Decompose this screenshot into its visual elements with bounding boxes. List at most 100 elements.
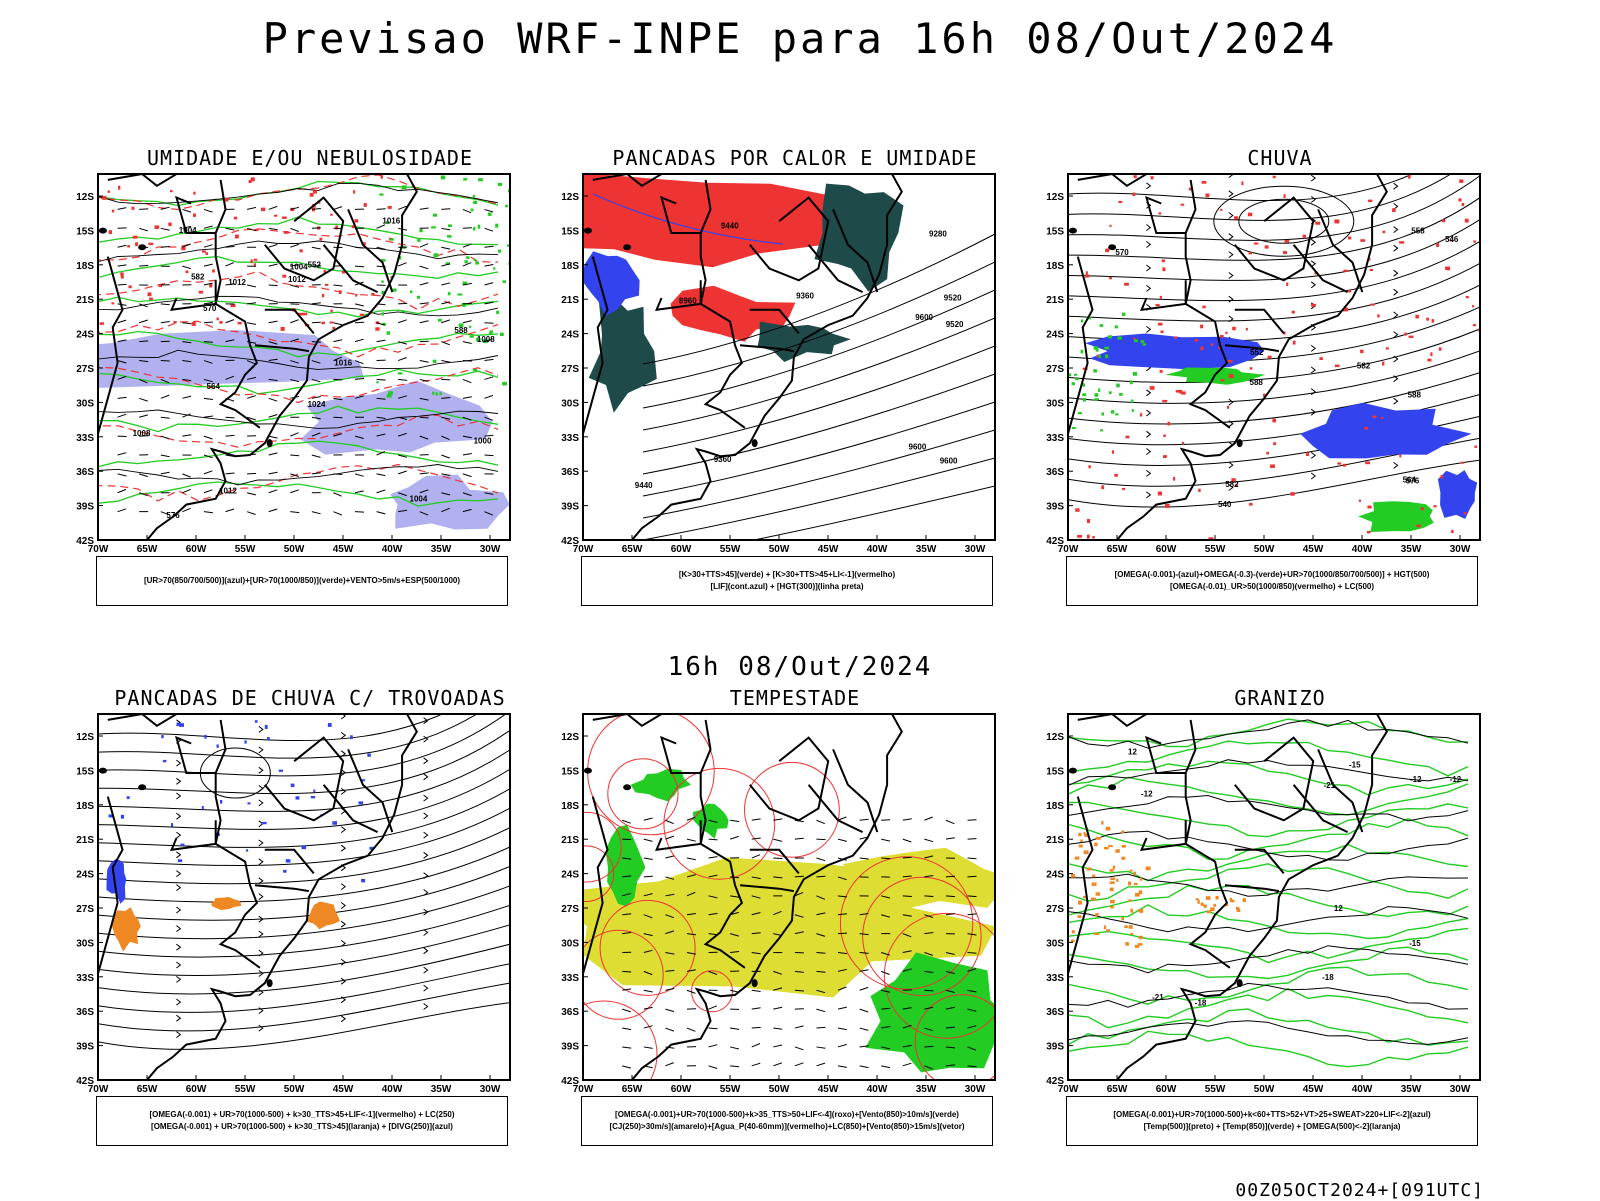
field-speck <box>129 285 132 288</box>
field-speck <box>1122 313 1125 316</box>
contour-label: 570 <box>203 304 217 313</box>
field-speck <box>321 322 325 325</box>
field-speck <box>1433 505 1436 507</box>
field-speck <box>1211 343 1213 346</box>
field-speck <box>1105 249 1109 253</box>
legend-box: [K>30+TTS>45](verde) + [K>30+TTS>45+LI<-… <box>581 556 993 606</box>
field-speck <box>1115 849 1119 853</box>
lat-label: 15S <box>561 766 579 777</box>
field-speck <box>1161 331 1164 334</box>
field-speck <box>1415 315 1419 319</box>
wind-vector <box>355 322 364 323</box>
field-speck <box>1377 314 1379 317</box>
field-speck <box>1105 355 1108 359</box>
lat-label: 36S <box>76 467 94 478</box>
field-speck <box>1132 193 1135 196</box>
field-speck <box>310 193 314 197</box>
field-speck <box>1069 373 1071 376</box>
field-speck <box>111 302 114 304</box>
field-speck <box>410 290 412 293</box>
field-speck <box>1427 359 1431 362</box>
field-speck <box>1129 899 1132 901</box>
field-speck <box>1198 900 1200 904</box>
field-speck <box>1268 356 1272 359</box>
lat-label: 24S <box>76 330 94 341</box>
field-speck <box>234 217 237 220</box>
field-speck <box>1198 489 1200 492</box>
panel-title: CHUVA <box>1040 146 1520 170</box>
field-speck <box>1265 245 1269 248</box>
field-speck <box>1078 412 1082 414</box>
field-speck <box>244 740 246 743</box>
field-speck <box>1474 446 1477 448</box>
field-speck <box>473 227 475 231</box>
main-title: Previsao WRF-INPE para 16h 08/Out/2024 <box>0 14 1600 63</box>
field-speck <box>1441 475 1444 479</box>
lat-label: 39S <box>76 502 94 513</box>
lat-label: 21S <box>561 835 579 846</box>
field-speck <box>1204 905 1207 908</box>
field-speck <box>1133 372 1137 376</box>
field-speck <box>500 333 504 336</box>
field-speck <box>1249 503 1253 506</box>
field-speck <box>1134 175 1137 178</box>
contour-label: 1016 <box>334 359 352 368</box>
field-speck <box>1165 504 1170 508</box>
field-speck <box>1367 531 1371 533</box>
field-speck <box>361 879 365 882</box>
field-speck <box>1110 869 1114 872</box>
field-speck <box>1119 393 1123 396</box>
wind-vector <box>139 265 148 266</box>
lon-label: 35W <box>431 1084 452 1095</box>
field-speck <box>493 267 495 269</box>
field-speck <box>148 292 152 296</box>
field-speck <box>1121 857 1125 860</box>
wind-vector <box>463 228 472 229</box>
lat-label: 33S <box>76 433 94 444</box>
field-speck <box>284 231 289 234</box>
field-speck <box>1075 508 1079 512</box>
lon-label: 45W <box>818 1084 839 1095</box>
field-speck <box>1110 900 1115 903</box>
field-speck <box>1121 830 1124 833</box>
field-speck <box>1236 907 1239 910</box>
lat-label: 15S <box>561 226 579 237</box>
field-speck <box>181 844 185 846</box>
lon-label: 60W <box>1156 544 1177 555</box>
lon-label: 30W <box>1450 544 1471 555</box>
field-speck <box>466 256 469 259</box>
lon-label: 55W <box>720 544 741 555</box>
field-speck <box>122 874 124 878</box>
field-speck <box>219 321 222 324</box>
lon-label: 50W <box>1254 1084 1275 1095</box>
field-speck <box>1140 878 1142 881</box>
map-content: 9600952096009360944094409600936092808960… <box>555 172 995 558</box>
field-speck <box>108 191 110 193</box>
field-speck <box>478 225 481 229</box>
field-speck <box>1241 181 1243 185</box>
field-speck <box>135 242 138 246</box>
contour-label: 1008 <box>133 429 151 438</box>
wind-vector <box>968 952 977 953</box>
lat-label: 12S <box>76 192 94 203</box>
contour-label: 9440 <box>721 222 739 231</box>
field-speck <box>302 845 307 849</box>
lon-label: 50W <box>1254 544 1275 555</box>
field-speck <box>1426 318 1429 321</box>
lon-label: 70W <box>88 544 109 555</box>
contour-label: 9600 <box>915 313 933 322</box>
lon-label: 60W <box>186 1084 207 1095</box>
lat-label: 18S <box>76 261 94 272</box>
contour-label: -12 <box>1450 775 1462 784</box>
lat-label: 30S <box>76 938 94 949</box>
contour-label: 552 <box>1250 348 1264 357</box>
field-speck <box>441 176 446 180</box>
field-speck <box>1364 427 1368 430</box>
lon-label: 60W <box>671 544 692 555</box>
field-speck <box>170 190 173 192</box>
field-speck <box>1130 909 1133 913</box>
field-speck <box>1158 492 1162 496</box>
lon-label: 45W <box>333 544 354 555</box>
